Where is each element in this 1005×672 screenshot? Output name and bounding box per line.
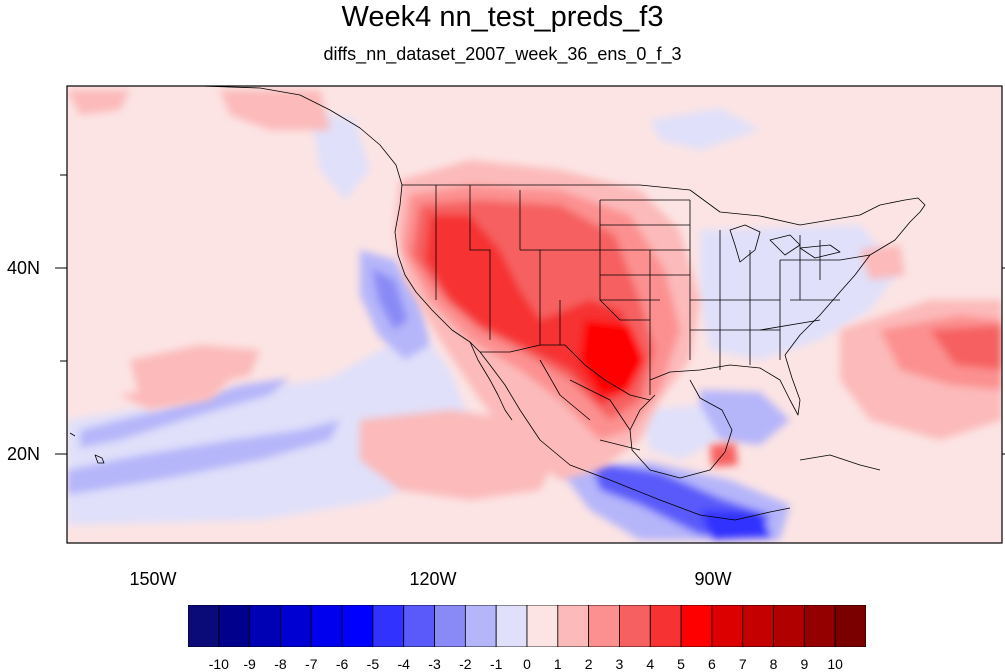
colorbar-tick-label: -7 [305,656,318,672]
mexico-states [539,359,641,451]
state-borders-west [435,185,660,395]
hawaii-islands [69,432,105,464]
us-mexico-border [480,344,651,401]
colorbar-tick-label: -5 [366,656,380,672]
cuba-caribbean [799,454,881,471]
colorbar-tick-label: 2 [584,656,593,672]
anomaly-map [55,85,1005,544]
chart-subtitle: diffs_nn_dataset_2007_week_36_ens_0_f_3 [323,44,682,64]
colorbar-tick-label: 1 [553,656,562,672]
colorbar-tick-label: 8 [769,656,778,672]
colorbar-swatch [649,604,682,648]
colorbar-tick-label: 5 [677,656,685,672]
colorbar-swatch [403,604,435,648]
positive-anomaly-areas [67,90,1002,500]
colorbar-tick-label: 3 [615,656,624,672]
map-frame [66,85,1003,544]
colorbar-tick-label: 0 [523,656,531,672]
colorbar-swatch [372,604,405,648]
chart-title: Week4 nn_test_preds_f3 [341,1,664,33]
colorbar-swatch [464,604,497,648]
colorbar-swatch [742,604,774,648]
colorbar-tick-label: -10 [208,656,229,672]
lat-label-40n: 40N [6,258,40,278]
colorbar-swatch [187,604,220,648]
colorbar-swatch [218,604,251,648]
colorbar-tick-label: -1 [489,656,503,672]
colorbar-tick-label: -3 [428,656,441,672]
colorbar-swatch [619,604,651,648]
colorbar-tick-label: 9 [800,656,809,672]
gulf-coast-us [649,354,801,416]
colorbar-swatch [803,604,836,648]
boundary-lines [69,86,926,521]
state-borders-east [759,235,871,331]
colorbar-swatch [310,604,343,648]
colorbar-swatch [341,604,374,648]
colorbar-swatch [680,604,713,648]
colorbar-swatch [526,604,559,648]
colorbar-tick-label: 6 [708,656,716,672]
colorbar-tick-label: -8 [274,656,287,672]
gulf-coastline [629,379,733,479]
colorbar-tick-label: 4 [646,656,655,672]
state-borders-central [600,199,781,370]
colorbar-swatch [773,604,805,648]
colorbar-swatch [588,604,620,648]
us-canada-border [402,184,906,226]
lat-label-20n: 20N [6,444,40,464]
lon-label-90w: 90W [694,569,732,589]
colorbar-swatch [711,604,744,648]
colorbar [187,604,867,648]
colorbar-swatch [434,604,466,648]
colorbar-swatch [557,604,590,648]
colorbar-swatch [834,604,867,648]
canada-west-coast [199,86,403,186]
colorbar-tick-label: -9 [243,656,256,672]
us-coastline-west [394,184,481,353]
colorbar-swatch [280,604,312,648]
mexico-coastline [479,351,791,521]
colorbar-swatch [495,604,528,648]
lon-label-120w: 120W [409,569,457,589]
colorbar-tick-label: 7 [738,656,747,672]
colorbar-tick-label: -6 [335,656,349,672]
baja-peninsula [469,341,513,421]
lon-label-150w: 150W [129,569,177,589]
colorbar-tick-label: -2 [459,656,472,672]
colorbar-tick-label: 10 [827,656,843,672]
colorbar-tick-label: -4 [397,656,410,672]
us-east-coast [784,197,926,356]
colorbar-swatch [249,604,281,648]
